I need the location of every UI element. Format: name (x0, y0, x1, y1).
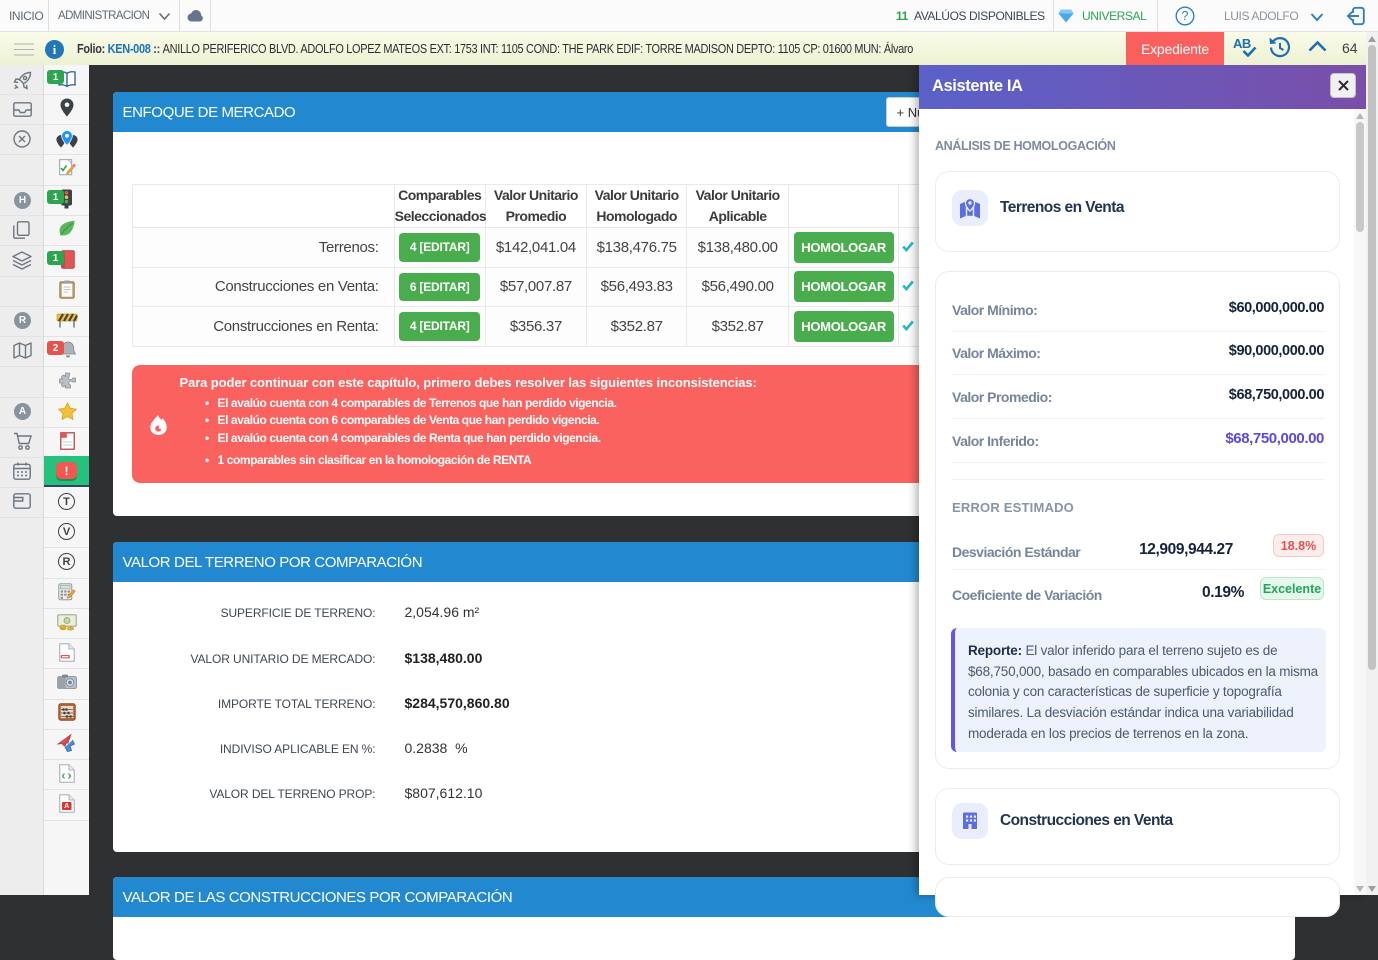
svg-text:A: A (64, 803, 69, 810)
svg-text:i: i (53, 43, 57, 57)
svg-text:?: ? (1182, 9, 1189, 23)
